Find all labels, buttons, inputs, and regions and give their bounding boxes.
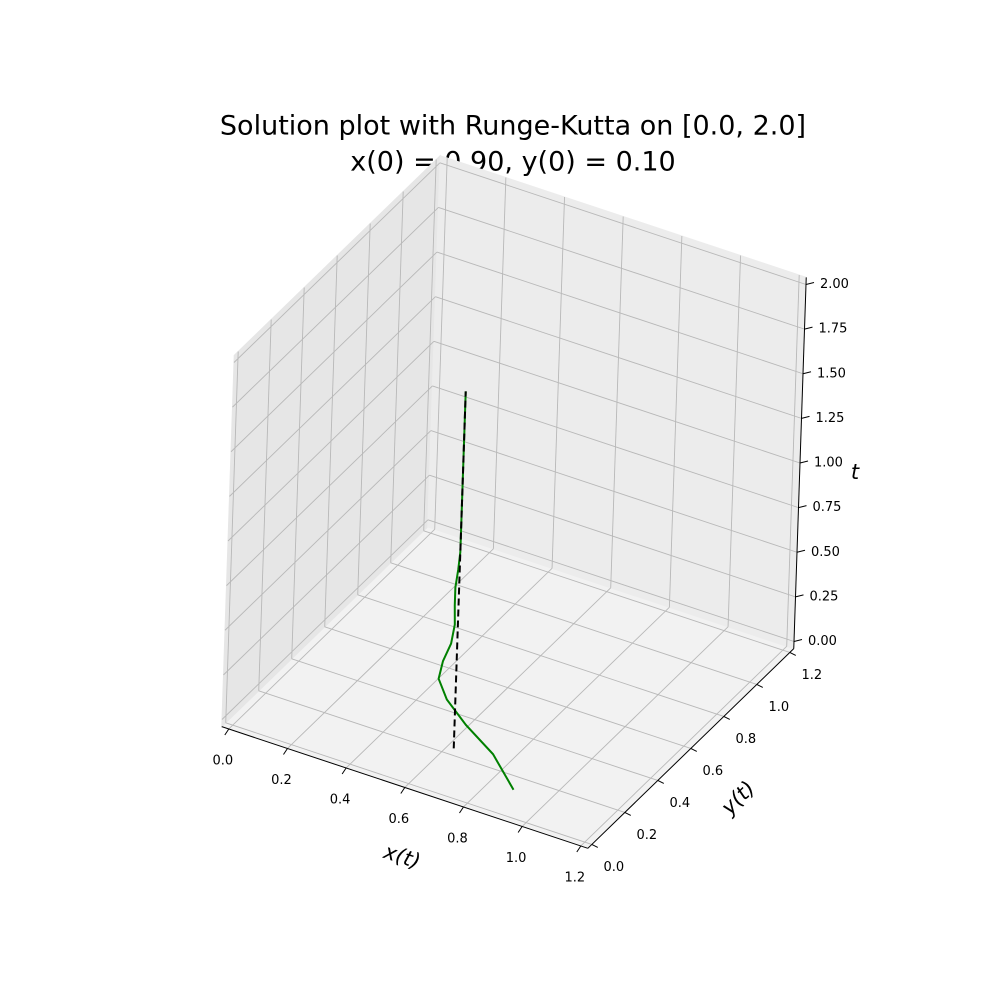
z-tick — [798, 505, 807, 509]
grid-line — [430, 430, 798, 553]
x-axis — [221, 726, 588, 849]
x-tick-label: 0.0 — [212, 753, 233, 768]
z-tick-label: 0.50 — [811, 545, 840, 560]
grid-line — [429, 474, 796, 598]
z-tick — [805, 282, 815, 285]
grid-line — [227, 340, 435, 542]
y-tick — [591, 844, 599, 848]
z-tick-label: 1.50 — [817, 366, 846, 381]
y-tick-label: 0.4 — [669, 796, 690, 811]
x-tick — [517, 826, 523, 833]
x-tick — [224, 728, 230, 736]
grid-line — [433, 340, 801, 464]
y-axis-label: y(t) — [716, 776, 760, 820]
x-tick-label: 0.2 — [271, 773, 292, 788]
z-tick-label: 0.00 — [808, 634, 837, 649]
grid-line — [224, 430, 432, 631]
y-tick — [657, 780, 665, 784]
x-tick-label: 0.8 — [447, 831, 468, 846]
x-tick-label: 0.6 — [388, 812, 409, 827]
x-tick-label: 1.0 — [506, 851, 527, 866]
y-tick-label: 0.6 — [702, 764, 723, 779]
z-tick — [804, 326, 813, 330]
x-axis-label: x(t) — [380, 839, 424, 874]
z-tick — [802, 371, 812, 375]
grid-line — [427, 519, 795, 642]
z-tick-label: 0.75 — [813, 500, 842, 515]
grid-line — [223, 474, 430, 676]
z-tick — [796, 549, 806, 553]
x-tick-label: 1.2 — [564, 870, 585, 885]
grid-line — [221, 519, 429, 720]
z-tick-label: 0.25 — [810, 589, 839, 604]
x-tick-label: 0.4 — [330, 792, 351, 807]
y-tick-label: 1.0 — [768, 700, 789, 715]
z-tick-label: 1.75 — [819, 322, 848, 337]
y-tick-label: 0.8 — [735, 732, 756, 747]
x-tick — [576, 845, 582, 853]
grid-line — [232, 207, 439, 408]
z-tick-label: 1.25 — [816, 411, 845, 426]
grid-line — [225, 722, 592, 845]
z-tick — [799, 460, 809, 464]
grid-line — [436, 251, 804, 375]
grid-line — [432, 385, 799, 509]
grid-line — [226, 385, 433, 586]
y-axis — [587, 648, 795, 849]
z-tick — [793, 639, 803, 642]
y-tick-label: 1.2 — [801, 668, 822, 683]
series-line — [452, 391, 467, 749]
grid-line — [423, 530, 790, 653]
grid-line — [435, 296, 802, 419]
x-tick — [341, 767, 347, 775]
grid-line — [357, 594, 724, 717]
y-tick — [624, 812, 632, 816]
grid-line — [233, 162, 441, 363]
y-tick — [789, 652, 797, 656]
z-axis-label: t — [851, 460, 860, 484]
y-tick-label: 0.2 — [636, 828, 657, 843]
z-axis — [793, 277, 807, 649]
grid-line — [439, 162, 807, 285]
chart-subtitle: x(0) = 0.90, y(0) = 0.10 — [350, 147, 675, 178]
grid-line — [438, 207, 805, 330]
grid-line — [230, 251, 438, 453]
y-tick — [690, 748, 698, 752]
x-tick — [400, 787, 406, 794]
z-tick — [795, 594, 804, 598]
y-tick — [756, 684, 764, 688]
z-tick — [801, 415, 810, 419]
grid-line — [390, 562, 757, 685]
grid-line — [291, 658, 658, 781]
grid-line — [258, 690, 625, 813]
z-tick-label: 2.00 — [820, 277, 849, 292]
y-tick-label: 0.0 — [603, 860, 624, 875]
chart-title: Solution plot with Runge-Kutta on [0.0, … — [220, 111, 806, 142]
grid-line — [229, 296, 436, 497]
z-tick-label: 1.00 — [814, 456, 843, 471]
y-tick — [723, 716, 731, 720]
x-tick — [283, 748, 288, 755]
grid-line — [324, 626, 691, 749]
x-tick — [459, 806, 464, 814]
